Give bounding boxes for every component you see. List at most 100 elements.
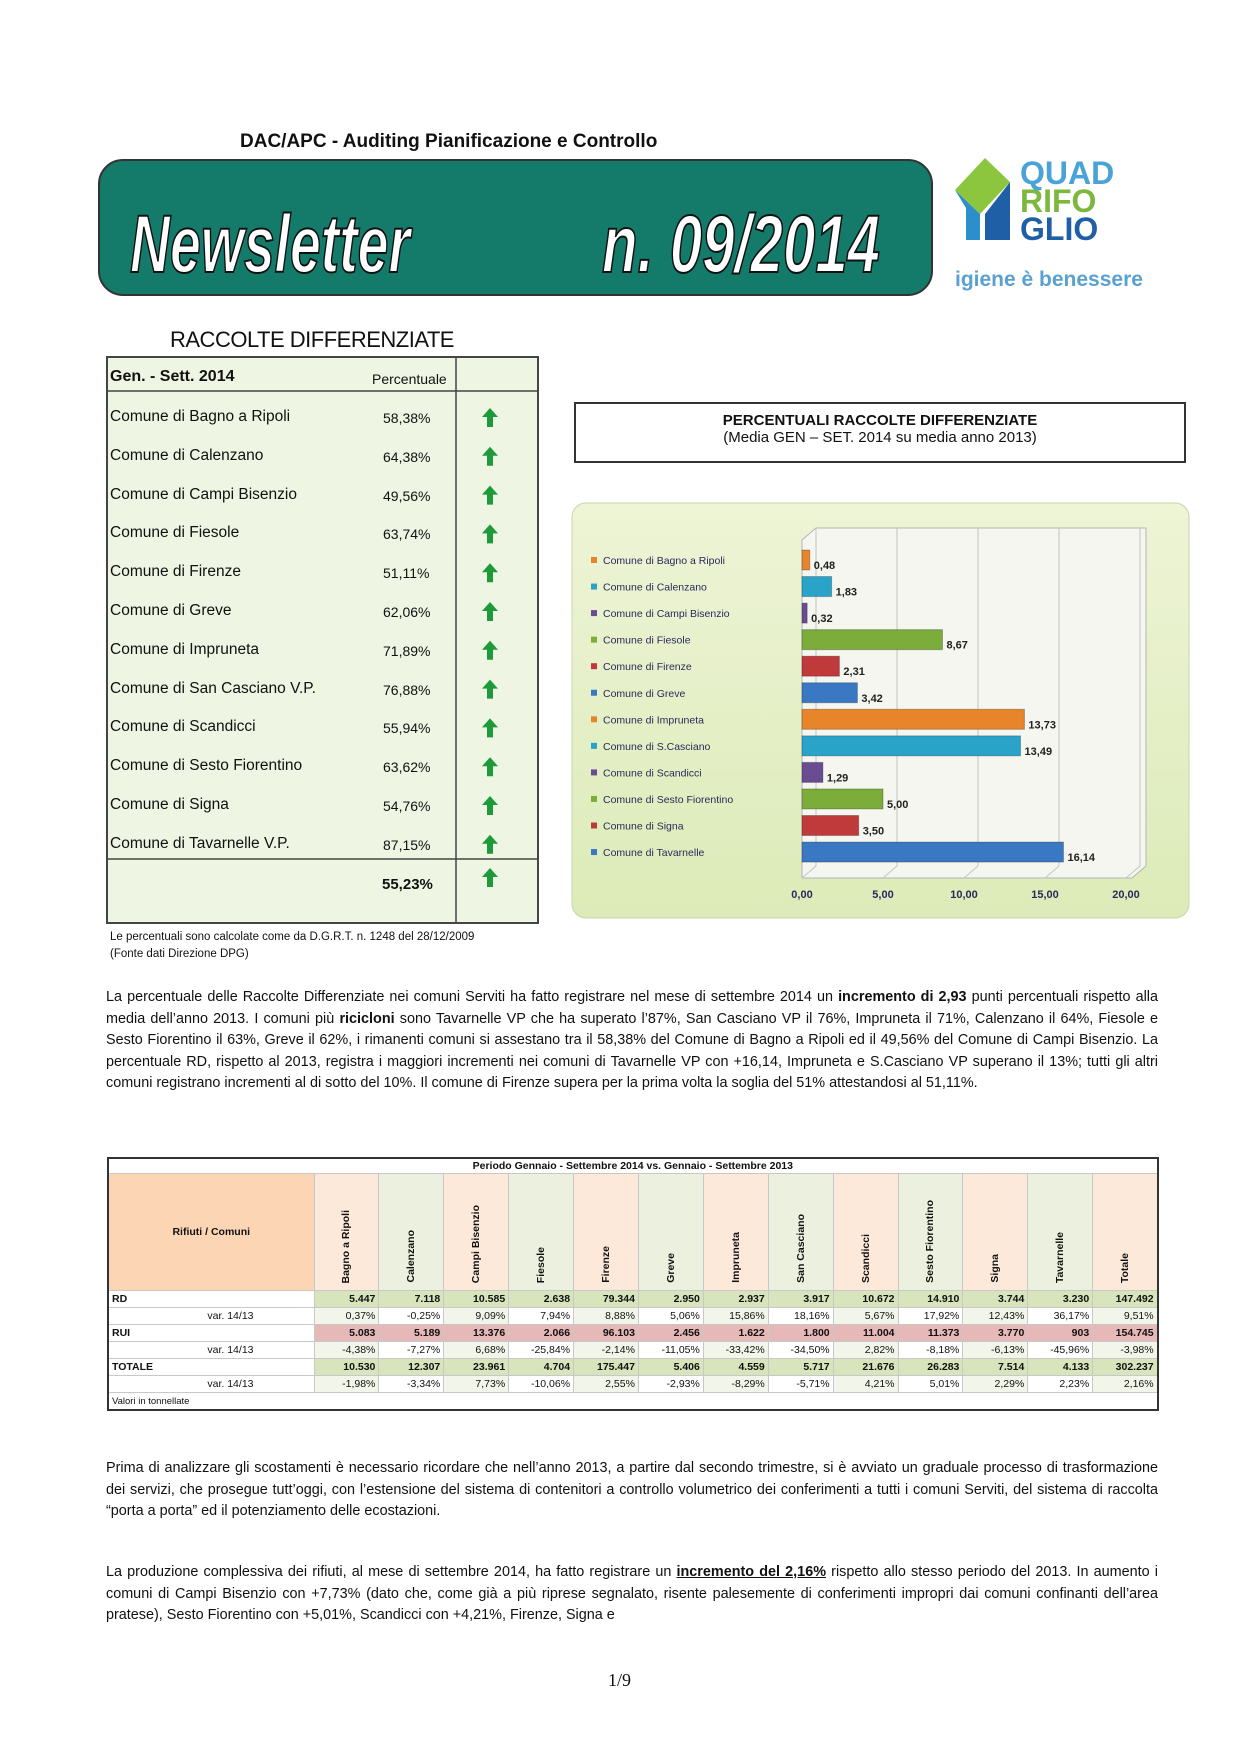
value-cell: 5.447 [313, 1290, 380, 1308]
rd-percent: 76,88% [383, 681, 431, 698]
rd-header: Percentuale [372, 371, 447, 387]
legend-label: Comune di Greve [603, 688, 685, 700]
value-cell: 11.373 [897, 1324, 964, 1342]
value-cell: 26.283 [897, 1358, 964, 1376]
value-cell: 10.585 [443, 1290, 510, 1308]
column-label: Signa [989, 1254, 1002, 1283]
value-cell: 2.638 [508, 1290, 575, 1308]
column-header: Scandicci [832, 1173, 899, 1291]
legend-swatch [591, 636, 597, 643]
value-cell: 4.559 [702, 1358, 769, 1376]
legend-label: Comune di Sesto Fiorentino [603, 794, 733, 806]
grid-line [1125, 865, 1141, 879]
value-label: 1,83 [836, 587, 857, 599]
rd-note: Le percentuali sono calcolate come da D.… [110, 931, 475, 943]
column-header: San Casciano [767, 1173, 834, 1291]
value-cell: 3.744 [962, 1290, 1029, 1308]
bar [801, 815, 860, 836]
value-cell: 154.745 [1092, 1324, 1159, 1342]
variation-cell: -8,29% [702, 1375, 769, 1393]
column-label: Bagno a Ripoli [340, 1209, 353, 1284]
column-label: Impruneta [729, 1232, 742, 1283]
logo-text: RIFO [1020, 183, 1096, 219]
legend-label: Comune di Impruneta [603, 714, 704, 726]
value-label: 2,31 [843, 666, 864, 678]
variation-cell: 7,94% [508, 1307, 575, 1325]
bar [801, 576, 833, 598]
rd-title: RACCOLTE DIFFERENZIATE [170, 327, 454, 352]
data-row: var. 14/13 0,37% -0,25% 9,09% 7,94% 8,88% 5,06… [107, 1307, 1159, 1325]
variation-cell: -3,98% [1092, 1341, 1159, 1359]
value-label: 8,67 [946, 640, 967, 652]
variation-cell: -11,05% [637, 1341, 704, 1359]
variation-cell: -34,50% [767, 1341, 834, 1359]
value-cell: 13.376 [443, 1324, 510, 1342]
table-title: Periodo Gennaio - Settembre 2014 vs. Gen… [107, 1157, 1159, 1174]
chart-title: PERCENTUALI RACCOLTE DIFFERENZIATE [722, 412, 1038, 429]
row-label: TOTALE [107, 1358, 315, 1376]
title-row: Periodo Gennaio - Settembre 2014 vs. Gen… [107, 1157, 1159, 1174]
data-row: var. 14/13 -1,98% -3,34% 7,73% -10,06% 2,55% -… [107, 1375, 1159, 1393]
x-tick-label: 10,00 [950, 889, 978, 901]
legend-swatch [591, 822, 597, 829]
row-label: var. 14/13 [107, 1341, 315, 1359]
value-cell: 5.083 [313, 1324, 380, 1342]
column-header: Fiesole [508, 1173, 575, 1291]
variation-cell: -0,25% [378, 1307, 445, 1325]
grid-line [1044, 865, 1060, 879]
value-label: 5,00 [887, 799, 908, 811]
variation-cell: -10,06% [508, 1375, 575, 1393]
grid-line [801, 865, 817, 879]
rd-comune: Comune di Calenzano [110, 446, 264, 464]
rd-comune: Comune di Sesto Fiorentino [110, 757, 303, 775]
variation-cell: 7,73% [443, 1375, 510, 1393]
up-arrow [482, 718, 498, 738]
value-cell: 4.704 [508, 1358, 575, 1376]
column-label: Fiesole [535, 1246, 548, 1283]
column-label: Calenzano [405, 1230, 418, 1283]
up-arrow [482, 408, 498, 427]
value-cell: 10.530 [313, 1358, 380, 1376]
value-cell: 96.103 [573, 1324, 639, 1342]
variation-cell: -7,27% [378, 1341, 445, 1359]
legend-swatch [591, 557, 597, 563]
value-cell: 4.133 [1027, 1358, 1094, 1376]
column-label: Greve [664, 1253, 677, 1283]
value-cell: 7.118 [378, 1290, 445, 1308]
value-label: 3,42 [861, 693, 882, 705]
x-tick-label: 20,00 [1112, 889, 1140, 901]
value-cell: 7.514 [962, 1358, 1029, 1376]
legend-label: Comune di Scandicci [603, 767, 702, 779]
variation-cell: 4,21% [832, 1375, 899, 1393]
data-row: RD 5.447 7.118 10.585 2.638 79.344 2.950 2.937 3… [107, 1290, 1159, 1308]
bar [801, 682, 858, 704]
legend-swatch [591, 663, 597, 670]
value-cell: 5.717 [767, 1358, 834, 1376]
up-arrow [482, 757, 498, 777]
variation-cell: 2,55% [573, 1375, 639, 1393]
legend-swatch [591, 795, 597, 802]
value-cell: 3.917 [767, 1290, 834, 1308]
variation-cell: 5,06% [637, 1307, 704, 1325]
row-label: var. 14/13 [107, 1375, 315, 1393]
rd-comune: Comune di Fiesole [110, 524, 240, 542]
row-label: RD [107, 1290, 315, 1308]
text: La produzione complessiva dei rifiuti, a… [106, 1564, 677, 1580]
rd-note: (Fonte dati Direzione DPG) [110, 948, 249, 960]
column-header: Totale [1092, 1173, 1159, 1291]
variation-cell: 36,17% [1027, 1307, 1094, 1325]
legend-label: Comune di Campi Bisenzio [603, 608, 730, 620]
data-row: var. 14/13 -4,38% -7,27% 6,68% -25,84% -2,14%… [107, 1341, 1159, 1359]
text: rispetto allo stesso periodo del 2013. I… [106, 1564, 1158, 1623]
rd-comune: Comune di San Casciano V.P. [110, 679, 316, 697]
rd-total: 55,23% [382, 876, 433, 893]
column-label: Totale [1118, 1252, 1131, 1283]
rd-percent: 55,94% [383, 720, 431, 737]
variation-cell: -2,93% [637, 1375, 704, 1393]
legend-label: Comune di Tavarnelle [603, 847, 705, 859]
variation-cell: 9,51% [1092, 1307, 1159, 1325]
variation-cell: -2,14% [573, 1341, 639, 1359]
value-cell: 2.937 [702, 1290, 769, 1308]
variation-cell: -45,96% [1027, 1341, 1094, 1359]
variation-cell: 2,23% [1027, 1375, 1094, 1393]
